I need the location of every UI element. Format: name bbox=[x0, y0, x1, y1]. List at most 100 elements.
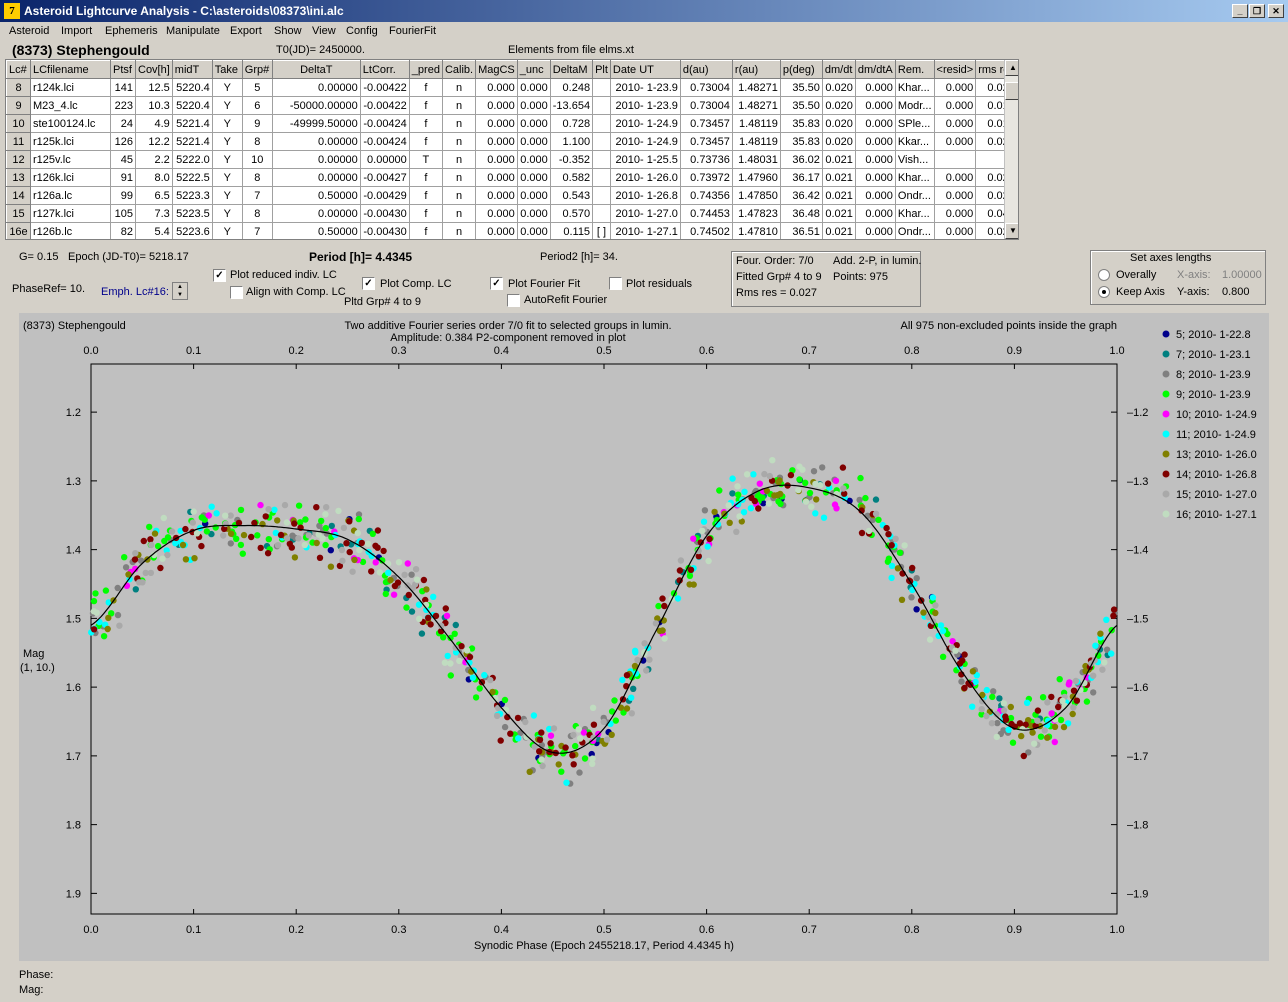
column-header[interactable]: Lc# bbox=[6, 60, 31, 79]
scroll-down-arrow-icon[interactable]: ▼ bbox=[1005, 223, 1018, 239]
column-header[interactable]: LCfilename bbox=[30, 60, 111, 79]
table-cell[interactable]: 0.50000 bbox=[271, 222, 361, 239]
epoch-value[interactable]: Epoch (JD-T0)= 5218.17 bbox=[68, 251, 189, 263]
menu-manipulate[interactable]: Manipulate bbox=[166, 25, 220, 37]
table-cell[interactable]: 36.48 bbox=[779, 204, 823, 223]
table-cell[interactable]: 45 bbox=[110, 150, 136, 169]
table-cell[interactable]: 5220.4 bbox=[171, 96, 213, 115]
restore-button[interactable]: ❐ bbox=[1249, 4, 1265, 18]
lightcurve-table[interactable]: Lc# LCfilename Ptsf Cov[h] midT Take Grp# Delta… bbox=[5, 59, 1019, 240]
table-cell[interactable]: 0.000 bbox=[933, 222, 977, 239]
table-cell[interactable]: 0.000 bbox=[854, 96, 896, 115]
column-header[interactable]: Grp# bbox=[241, 60, 273, 79]
plot-comp-checkbox[interactable]: ✓ bbox=[362, 277, 375, 290]
table-cell[interactable]: 0.000 bbox=[475, 150, 518, 169]
table-cell[interactable]: 0.000 bbox=[854, 114, 896, 133]
row-header-cell[interactable]: 8 bbox=[6, 78, 31, 97]
table-cell[interactable]: 0.000 bbox=[854, 132, 896, 151]
table-cell[interactable]: -0.00430 bbox=[359, 204, 410, 223]
column-header[interactable]: Date UT bbox=[609, 60, 681, 79]
table-cell[interactable]: 0.000 bbox=[933, 168, 977, 187]
table-cell[interactable]: 0.74502 bbox=[679, 222, 733, 239]
emph-spinner[interactable]: ▲ ▼ bbox=[172, 282, 188, 300]
column-header[interactable]: DeltaT bbox=[271, 60, 361, 79]
period-value[interactable]: Period [h]= 4.4345 bbox=[309, 250, 413, 264]
column-header[interactable]: p(deg) bbox=[779, 60, 823, 79]
table-cell[interactable]: 0.000 bbox=[516, 222, 551, 239]
table-cell[interactable]: 0.021 bbox=[821, 186, 856, 205]
align-comp-checkbox[interactable] bbox=[230, 286, 243, 299]
row-header-cell[interactable]: 16e bbox=[6, 222, 31, 239]
column-header[interactable]: <resid> bbox=[933, 60, 977, 79]
table-cell[interactable]: 91 bbox=[110, 168, 136, 187]
column-header[interactable]: Plt bbox=[592, 60, 611, 79]
table-cell[interactable]: 5223.3 bbox=[171, 186, 213, 205]
table-cell[interactable]: 141 bbox=[110, 78, 136, 97]
column-header[interactable]: Take bbox=[211, 60, 243, 79]
table-cell[interactable]: 1.48119 bbox=[731, 114, 781, 133]
table-cell[interactable]: -0.00430 bbox=[359, 222, 410, 239]
emph-lc-label[interactable]: Emph. Lc#16: bbox=[101, 286, 169, 298]
row-header-cell[interactable]: 12 bbox=[6, 150, 31, 169]
table-cell[interactable]: 4.9 bbox=[135, 114, 173, 133]
table-cell[interactable]: 0.00000 bbox=[271, 78, 361, 97]
table-cell[interactable]: 0.020 bbox=[821, 114, 856, 133]
phaseref-value[interactable]: PhaseRef= 10. bbox=[12, 283, 86, 295]
row-header-cell[interactable]: 13 bbox=[6, 168, 31, 187]
row-header-cell[interactable]: 15 bbox=[6, 204, 31, 223]
column-header[interactable]: dm/dtA bbox=[854, 60, 896, 79]
table-cell[interactable]: 5223.6 bbox=[171, 222, 213, 239]
table-cell[interactable]: 1.48119 bbox=[731, 132, 781, 151]
close-button[interactable]: ✕ bbox=[1268, 4, 1284, 18]
table-cell[interactable]: 5222.0 bbox=[171, 150, 213, 169]
menu-ephemeris[interactable]: Ephemeris bbox=[105, 25, 158, 37]
overally-radio[interactable] bbox=[1098, 269, 1110, 281]
table-cell[interactable]: 2010- 1-24.9 bbox=[609, 114, 681, 133]
menu-config[interactable]: Config bbox=[346, 25, 378, 37]
table-cell[interactable]: Khar... bbox=[894, 78, 935, 97]
column-header[interactable]: Ptsf bbox=[110, 60, 136, 79]
table-cell[interactable]: n bbox=[441, 114, 477, 133]
table-cell[interactable]: 0.00000 bbox=[359, 150, 410, 169]
table-cell[interactable]: 5.4 bbox=[135, 222, 173, 239]
table-cell[interactable]: 0.021 bbox=[821, 204, 856, 223]
menu-asteroid[interactable]: Asteroid bbox=[9, 25, 50, 37]
table-cell[interactable]: 2010- 1-25.5 bbox=[609, 150, 681, 169]
table-cell[interactable]: 0.020 bbox=[821, 78, 856, 97]
menu-show[interactable]: Show bbox=[274, 25, 302, 37]
table-cell[interactable]: -49999.50000 bbox=[271, 114, 361, 133]
column-header[interactable]: Calib. bbox=[441, 60, 477, 79]
column-header[interactable]: DeltaM bbox=[549, 60, 594, 79]
table-cell[interactable]: f bbox=[408, 186, 443, 205]
scroll-thumb[interactable] bbox=[1005, 82, 1018, 100]
plot-fourier-checkbox[interactable]: ✓ bbox=[490, 277, 503, 290]
plot-residuals-checkbox[interactable] bbox=[609, 277, 622, 290]
x-axis-value[interactable]: 1.00000 bbox=[1222, 269, 1262, 281]
table-row[interactable]: 16e r126b.lc 82 5.4 5223.6 Y 7 0.50000 -0.00430 f… bbox=[6, 222, 1018, 239]
table-cell[interactable]: 126 bbox=[110, 132, 136, 151]
table-cell[interactable]: r126k.lci bbox=[30, 168, 111, 187]
column-header[interactable]: r(au) bbox=[731, 60, 781, 79]
table-cell[interactable]: -50000.00000 bbox=[271, 96, 361, 115]
table-cell[interactable]: 1.47810 bbox=[731, 222, 781, 239]
table-cell[interactable]: f bbox=[408, 222, 443, 239]
table-cell[interactable]: r126b.lc bbox=[30, 222, 111, 239]
column-header[interactable]: midT bbox=[171, 60, 213, 79]
minimize-button[interactable]: _ bbox=[1232, 4, 1248, 18]
menu-view[interactable]: View bbox=[312, 25, 336, 37]
table-cell[interactable]: 0.543 bbox=[549, 186, 594, 205]
table-cell[interactable]: 82 bbox=[110, 222, 136, 239]
table-cell[interactable]: 8.0 bbox=[135, 168, 173, 187]
table-cell[interactable]: n bbox=[441, 222, 477, 239]
menu-fourierfit[interactable]: FourierFit bbox=[389, 25, 437, 37]
period2-value[interactable]: Period2 [h]= 34. bbox=[540, 251, 618, 263]
table-cell[interactable]: 0.248 bbox=[549, 78, 594, 97]
menu-export[interactable]: Export bbox=[230, 25, 262, 37]
table-cell[interactable]: 0.000 bbox=[854, 78, 896, 97]
table-cell[interactable]: -0.00424 bbox=[359, 132, 410, 151]
table-row[interactable]: 10 ste100124.lc 24 4.9 5221.4 Y 9 -49999.50000-… bbox=[6, 114, 1018, 133]
table-cell[interactable]: 0.000 bbox=[854, 204, 896, 223]
table-cell[interactable]: 0.000 bbox=[854, 150, 896, 169]
column-header[interactable]: _pred bbox=[408, 60, 443, 79]
table-cell[interactable]: 0.000 bbox=[475, 132, 518, 151]
